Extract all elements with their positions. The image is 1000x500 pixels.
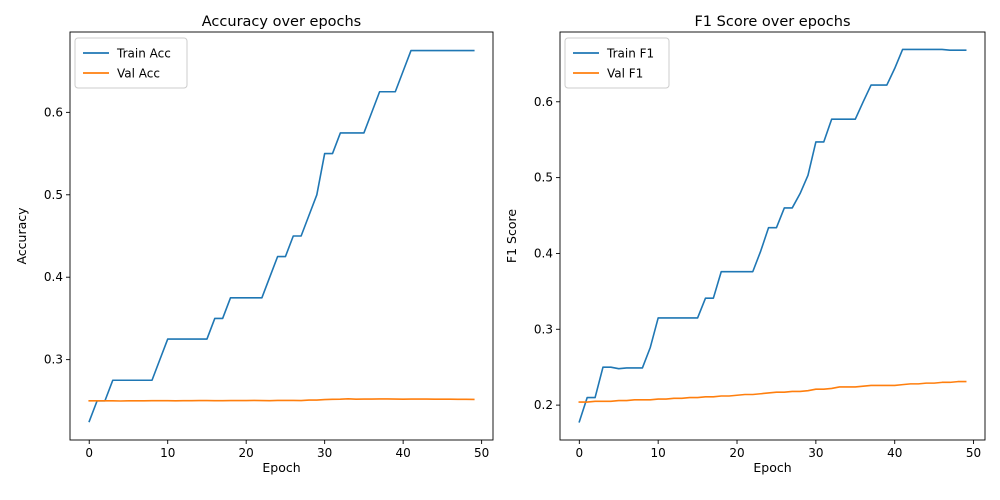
series-line-val-f1 xyxy=(578,380,967,403)
x-axis-label: Epoch xyxy=(262,460,300,475)
series-line-train-f1 xyxy=(578,48,967,423)
y-tick-label: 0.5 xyxy=(44,188,63,202)
chart-1: Accuracy over epochs 0 10 20 30 40 50 0.3 0.4 0.5… xyxy=(14,14,494,475)
chart-2: F1 Score over epochs 0 10 20 30 40 50 0.2 0.3 0.4… xyxy=(504,14,986,475)
y-tick-label: 0.5 xyxy=(534,171,553,185)
y-tick-label: 0.2 xyxy=(534,398,553,412)
x-tick-label: 30 xyxy=(317,446,332,460)
x-tick-label: 0 xyxy=(575,446,583,460)
series-line-train-acc xyxy=(88,49,475,423)
legend-box xyxy=(564,37,670,89)
legend-box xyxy=(74,37,188,89)
y-tick-label: 0.6 xyxy=(44,105,63,119)
chart-title: Accuracy over epochs xyxy=(202,14,361,30)
x-tick-label: 40 xyxy=(887,446,902,460)
series-line-val-acc xyxy=(88,397,475,402)
x-tick-label: 10 xyxy=(651,446,666,460)
x-tick-label: 30 xyxy=(808,446,823,460)
y-tick-label: 0.3 xyxy=(534,322,553,336)
legend-label: Train Acc xyxy=(116,47,171,61)
x-tick-label: 50 xyxy=(966,446,981,460)
x-axis-label: Epoch xyxy=(753,460,791,475)
legend-label: Val Acc xyxy=(117,67,160,81)
plot-frame xyxy=(69,31,494,441)
legend-label: Train F1 xyxy=(606,47,654,61)
y-tick-label: 0.4 xyxy=(44,270,63,284)
y-axis-label: Accuracy xyxy=(14,207,29,265)
y-axis-label: F1 Score xyxy=(504,209,519,263)
x-tick-label: 20 xyxy=(239,446,254,460)
y-tick-label: 0.3 xyxy=(44,353,63,367)
x-tick-label: 10 xyxy=(160,446,175,460)
legend-label: Val F1 xyxy=(607,67,643,81)
x-tick-label: 40 xyxy=(396,446,411,460)
x-tick-label: 0 xyxy=(85,446,93,460)
x-tick-label: 50 xyxy=(474,446,489,460)
legend: Train Acc Val Acc xyxy=(74,37,188,89)
y-tick-label: 0.6 xyxy=(534,95,553,109)
chart-title: F1 Score over epochs xyxy=(694,14,850,30)
y-tick-label: 0.4 xyxy=(534,246,553,260)
x-tick-label: 20 xyxy=(729,446,744,460)
legend: Train F1 Val F1 xyxy=(564,37,670,89)
plot-frame xyxy=(559,31,986,441)
